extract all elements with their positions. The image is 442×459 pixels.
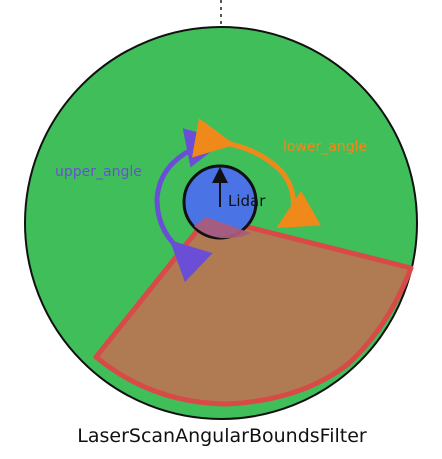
lower-angle-arrow — [191, 118, 321, 228]
lower-angle-label: lower_angle — [283, 139, 367, 155]
diagram-title: LaserScanAngularBoundsFilter — [77, 425, 367, 447]
lidar-label: Lidar — [228, 192, 266, 210]
upper-angle-label: upper_angle — [55, 164, 142, 180]
